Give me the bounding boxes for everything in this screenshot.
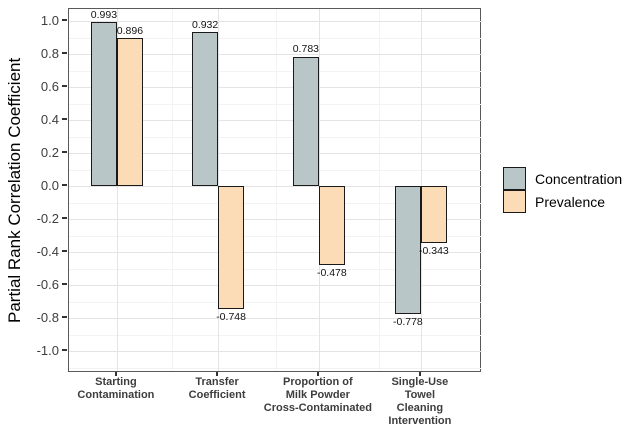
- y-tick-label: -0.8: [36, 309, 59, 325]
- y-tick-label: -0.2: [36, 210, 59, 226]
- gridline-major-h: [69, 87, 482, 88]
- x-tick-mark: [115, 372, 117, 376]
- legend-label: Concentration: [535, 170, 623, 187]
- y-tick-mark: [62, 151, 67, 153]
- legend-item: Concentration: [503, 167, 622, 190]
- bar-value-label: 0.932: [191, 18, 219, 31]
- legend-swatch-concentration: [503, 167, 526, 190]
- gridline-minor-v: [172, 9, 174, 371]
- legend-label: Prevalence: [535, 193, 606, 210]
- gridline-major-h: [69, 351, 482, 352]
- x-tick-mark: [317, 372, 319, 376]
- x-category-label: Proportion of Milk Powder Cross-Contaminat…: [253, 376, 383, 415]
- gridline-major-h: [69, 54, 482, 55]
- x-tick-mark: [419, 372, 421, 376]
- gridline-major-h: [69, 285, 482, 286]
- x-label-line: Cleaning: [396, 402, 444, 414]
- gridline-minor-v: [378, 9, 380, 371]
- bar-value-label: -0.478: [316, 266, 347, 279]
- bar-value-label: 0.783: [292, 43, 319, 56]
- y-tick-label: -1.0: [36, 342, 59, 358]
- bar-concentration-0: [90, 22, 117, 186]
- y-tick-mark: [62, 316, 67, 318]
- bar-value-label: -0.748: [216, 311, 246, 324]
- y-tick-mark: [62, 118, 67, 120]
- bar-value-label: 0.896: [116, 24, 144, 37]
- bar-value-label: -0.343: [418, 244, 449, 257]
- gridline-major-h: [69, 186, 482, 187]
- x-category-label: Starting Contamination: [51, 376, 181, 402]
- y-tick-mark: [62, 349, 67, 351]
- bar-concentration-1: [192, 32, 219, 186]
- legend-swatch-prevalence: [503, 190, 526, 213]
- bar-prevalence-3: [420, 186, 447, 243]
- bar-prevalence-1: [218, 186, 245, 310]
- x-label-line: Towel: [404, 389, 436, 401]
- y-tick-mark: [62, 184, 67, 186]
- gridline-major-h: [69, 21, 482, 22]
- y-tick-mark: [62, 19, 67, 21]
- x-label-line: Transfer: [195, 376, 239, 388]
- x-label-line: Contamination: [77, 389, 155, 401]
- bar-prevalence-0: [116, 38, 143, 186]
- legend-item: Prevalence: [503, 190, 622, 213]
- x-label-line: Cross-Contaminated: [263, 402, 372, 414]
- bar-concentration-3: [394, 186, 421, 315]
- gridline-major-v: [116, 9, 118, 371]
- gridline-minor-v: [275, 9, 277, 371]
- y-tick-mark: [62, 250, 67, 252]
- x-label-line: Proportion of: [283, 376, 353, 388]
- plot-panel: 0.993 0.932 0.783 -0.778 0.896 -0.748 -0.478 -0…: [68, 8, 482, 372]
- y-tick-mark: [62, 52, 67, 54]
- x-label-line: Coefficient: [188, 389, 246, 401]
- y-tick-label: -0.4: [36, 243, 59, 259]
- x-tick-mark: [216, 372, 218, 376]
- y-tick-mark: [62, 85, 67, 87]
- y-tick-mark: [62, 217, 67, 219]
- y-tick-label: 1.0: [40, 12, 59, 28]
- y-tick-label: 0.6: [40, 78, 59, 94]
- gridline-major-h: [69, 318, 482, 319]
- gridline-major-h: [69, 120, 482, 121]
- x-label-line: Single-Use: [391, 376, 449, 388]
- x-label-line: Milk Powder: [285, 389, 350, 401]
- gridline-major-h: [69, 219, 482, 220]
- y-tick-label: 0.8: [40, 45, 59, 61]
- gridline-major-h: [69, 153, 482, 154]
- y-tick-label: -0.6: [36, 276, 59, 292]
- x-category-label: Transfer Coefficient: [152, 376, 282, 402]
- x-label-line: Intervention: [388, 415, 452, 426]
- y-tick-label: 0.4: [40, 111, 59, 127]
- legend: Concentration Prevalence: [503, 167, 622, 213]
- x-category-label: Single-Use Towel Cleaning Intervention: [355, 376, 485, 426]
- bar-concentration-2: [292, 56, 319, 186]
- x-label-line: Starting: [95, 376, 137, 388]
- gridline-major-h: [69, 252, 482, 253]
- bar-value-label: -0.778: [392, 316, 423, 329]
- y-tick-label: 0.2: [40, 144, 59, 160]
- y-tick-label: 0.0: [40, 177, 59, 193]
- bar-prevalence-2: [318, 186, 345, 265]
- bar-value-label: 0.993: [90, 8, 118, 21]
- y-tick-mark: [62, 283, 67, 285]
